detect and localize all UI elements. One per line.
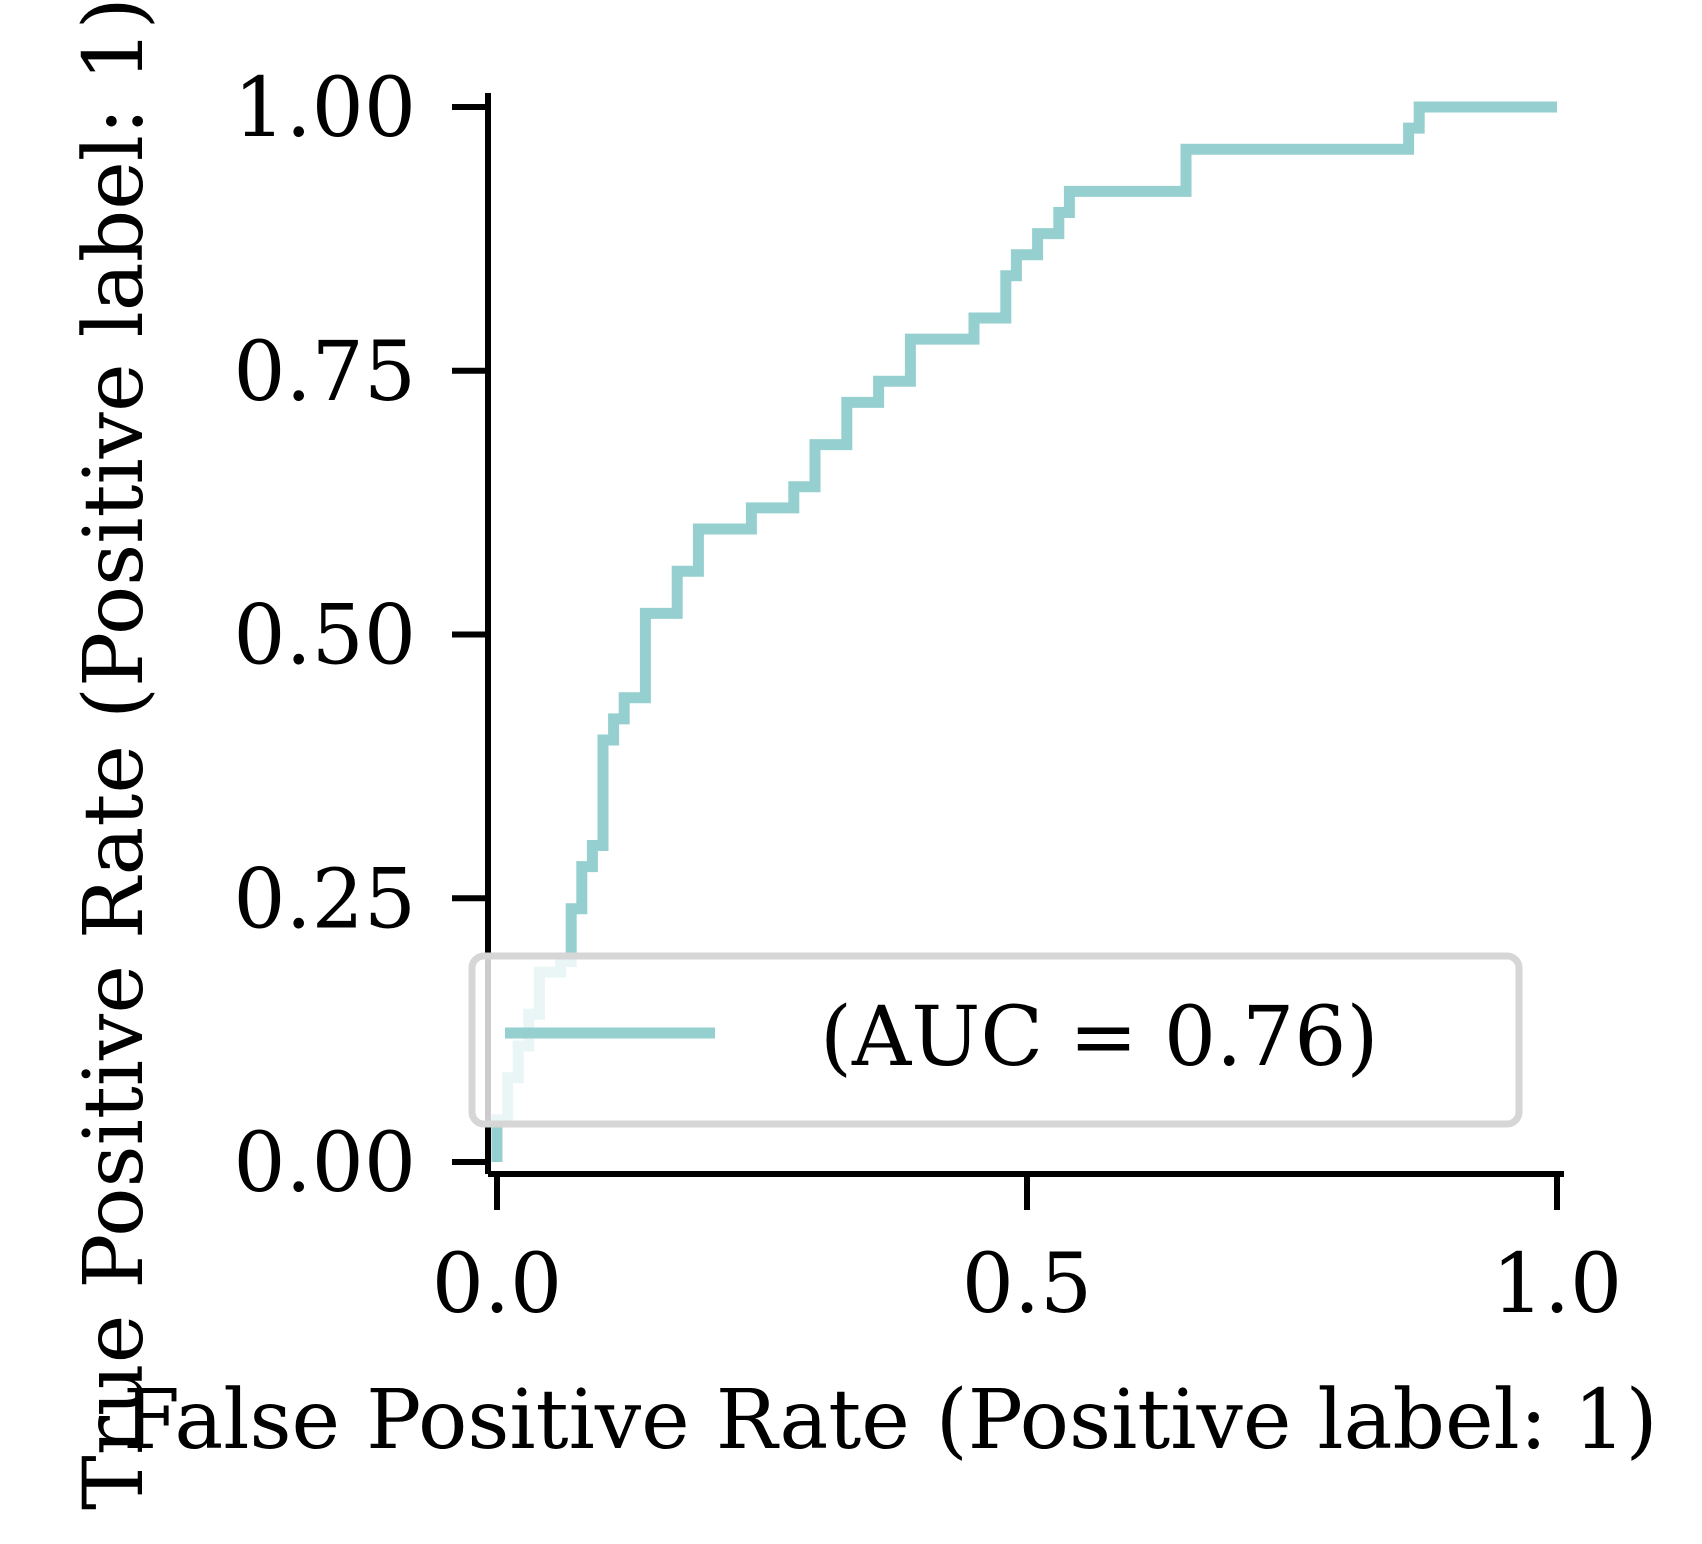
ticks-layer: 0.00 0.25 0.50 0.75 1.00 0.0 0.5 1.0 — [233, 61, 1622, 1332]
x-tick-label: 0.0 — [432, 1237, 562, 1332]
y-tick-label: 0.25 — [233, 852, 416, 947]
y-axis-label: True Positive Rate (Positive label: 1) — [67, 0, 162, 1510]
y-tick-label: 1.00 — [233, 61, 416, 156]
y-tick-label: 0.00 — [233, 1116, 416, 1211]
x-axis-label: False Positive Rate (Positive label: 1) — [123, 1373, 1658, 1468]
y-tick-label: 0.50 — [233, 589, 416, 684]
x-tick-label: 0.5 — [962, 1237, 1092, 1332]
y-tick-label: 0.75 — [233, 325, 416, 420]
legend: (AUC = 0.76) — [468, 952, 1523, 1128]
x-tick-label: 1.0 — [1492, 1237, 1622, 1332]
legend-box — [468, 952, 1523, 1128]
legend-entry-label: (AUC = 0.76) — [820, 990, 1378, 1085]
